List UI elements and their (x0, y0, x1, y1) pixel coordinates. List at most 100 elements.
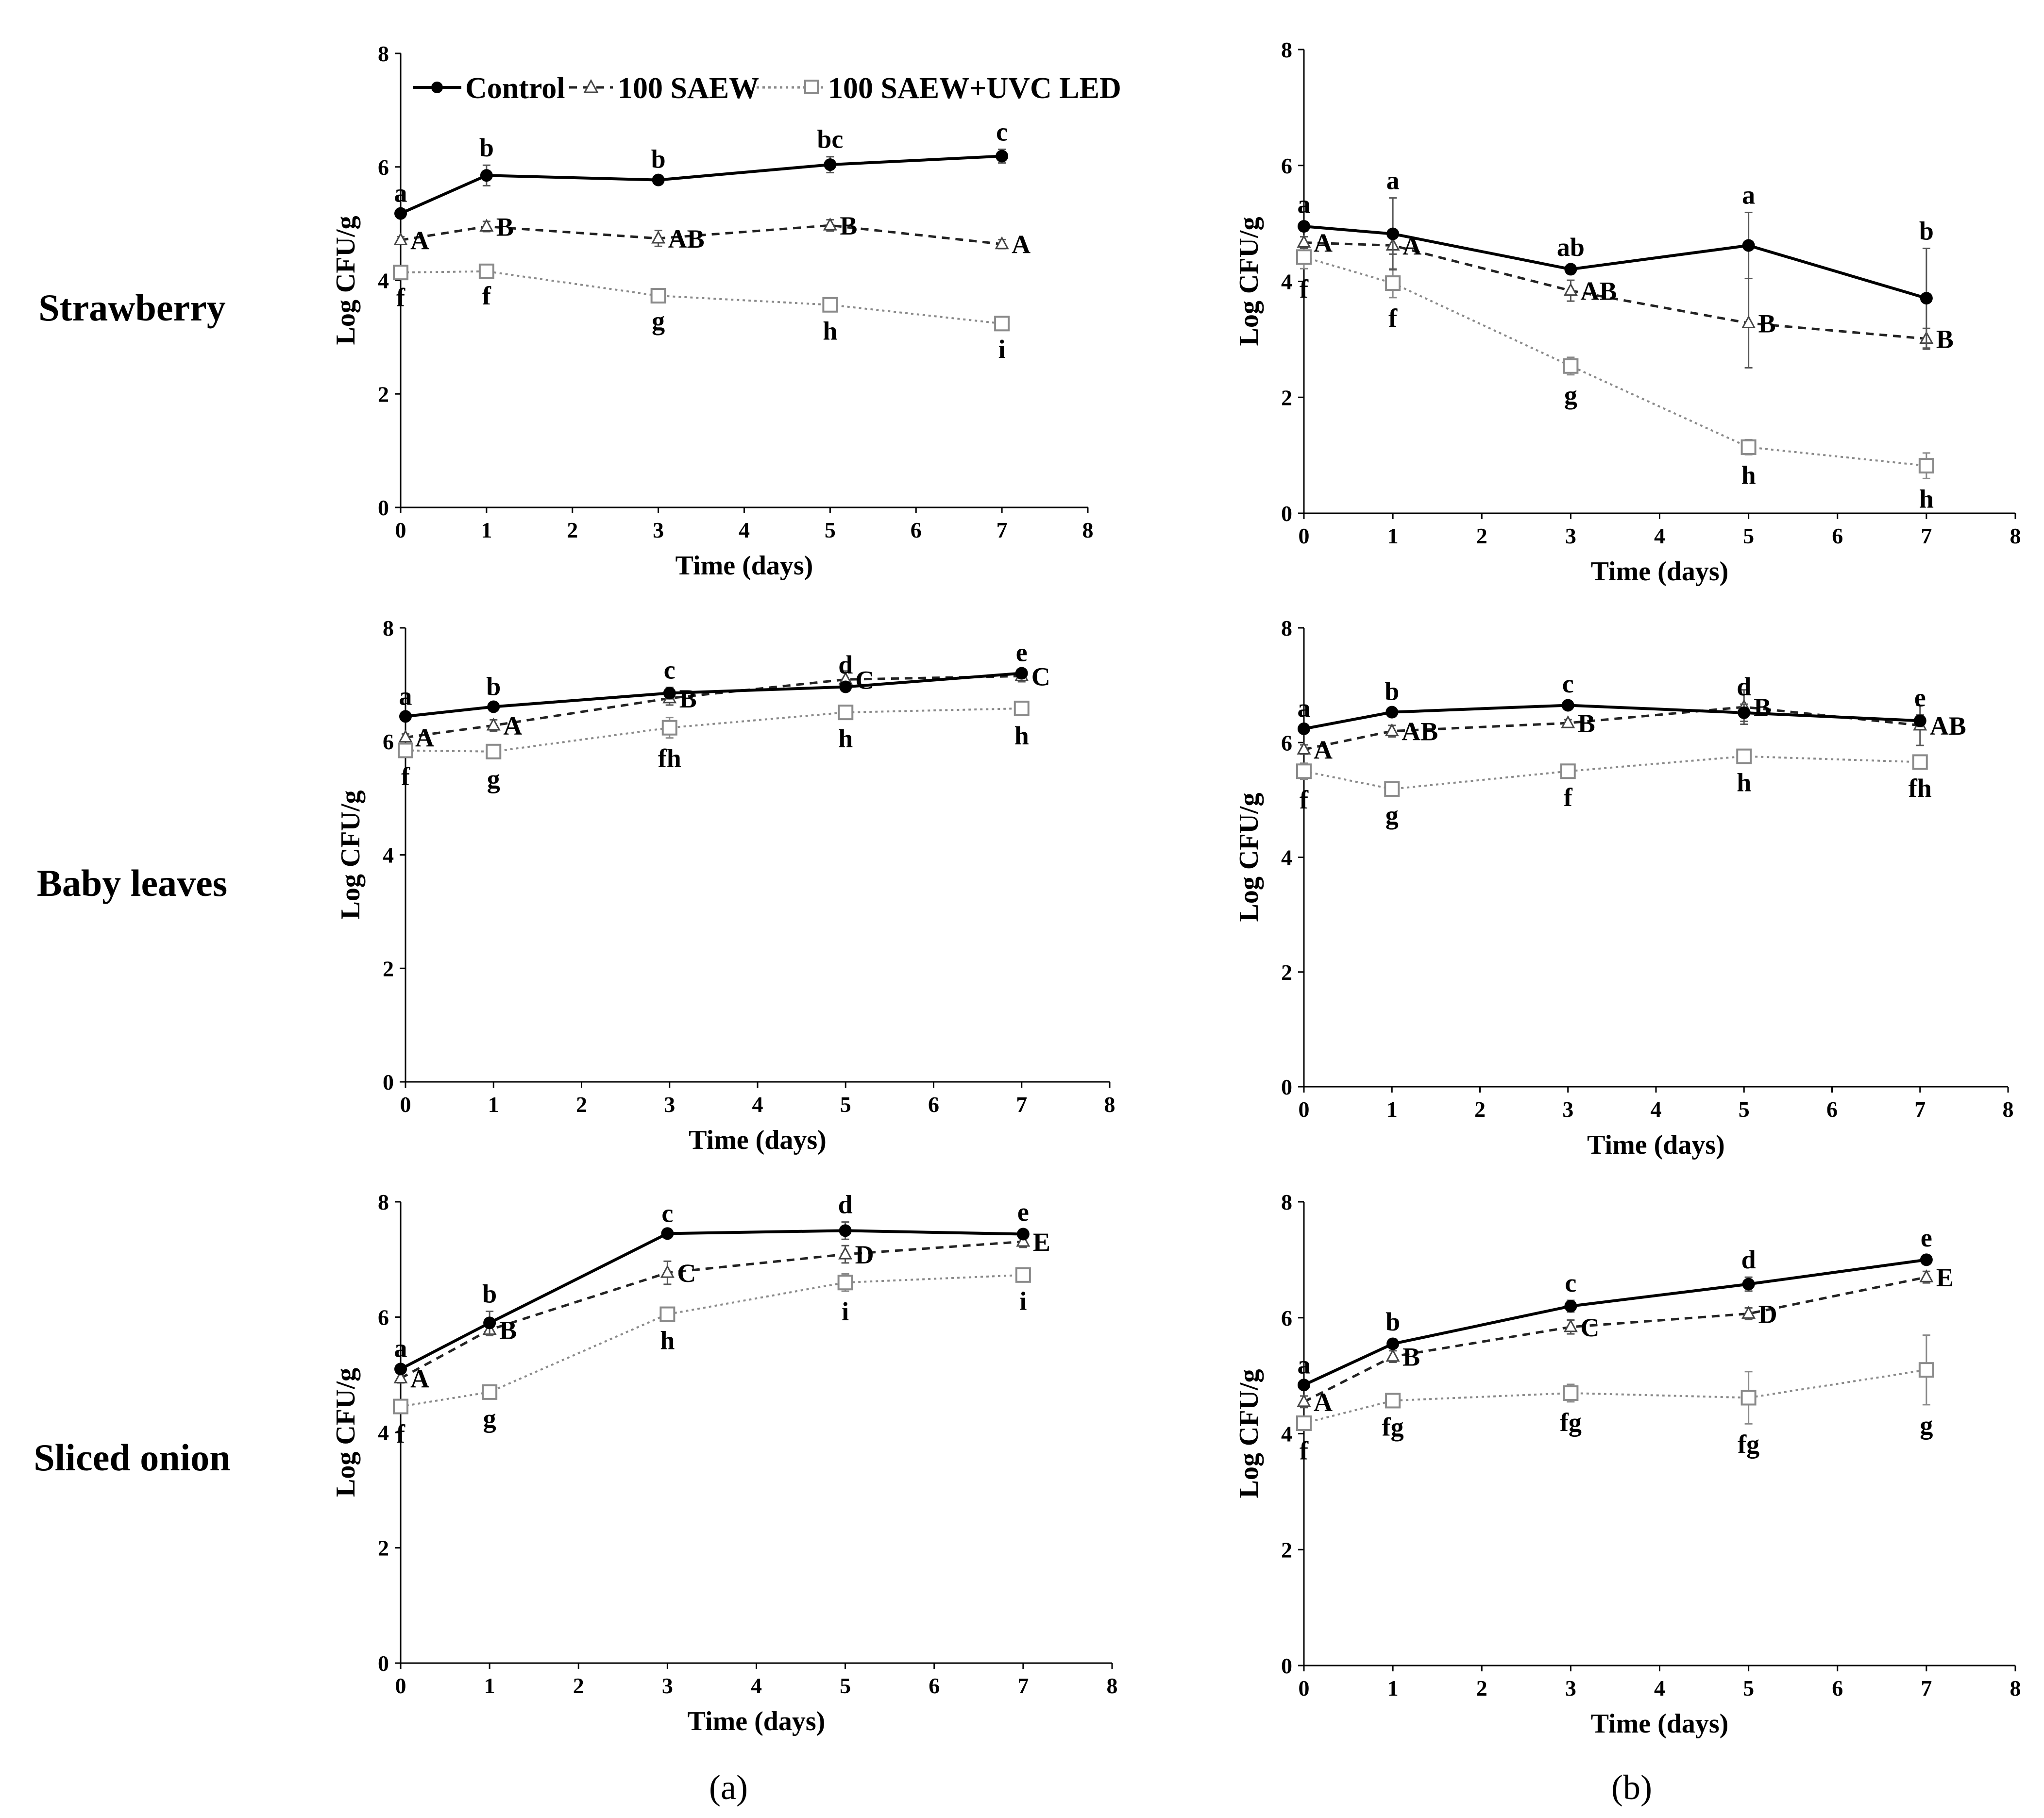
data-point-control (1298, 1379, 1310, 1392)
data-point-saew (486, 717, 501, 731)
significance-letter-saew: A (503, 711, 522, 741)
significance-letter-saew: A (1314, 229, 1333, 258)
series-line-saew (405, 674, 1022, 739)
significance-letter-control: b (486, 672, 501, 701)
y-tick-label: 8 (378, 41, 389, 66)
data-point-uvc (393, 1398, 408, 1414)
significance-letter-saew: B (496, 212, 514, 241)
data-point-saew (1297, 1394, 1311, 1407)
significance-letter-saew: E (1936, 1263, 1954, 1292)
significance-letter-saew: C (1031, 662, 1050, 691)
x-tick-label: 7 (1921, 523, 1932, 548)
significance-letter-saew: B (1754, 693, 1771, 722)
significance-letter-control: b (1385, 677, 1399, 706)
y-tick-label: 8 (378, 1190, 389, 1214)
y-tick-label: 0 (378, 495, 389, 520)
x-tick-label: 4 (1651, 1097, 1662, 1122)
row-label-baby-leaves: Baby leaves (37, 862, 227, 904)
data-point-control (1920, 1253, 1933, 1266)
data-point-control (1738, 706, 1751, 719)
x-tick-label: 4 (752, 1092, 763, 1117)
y-axis-title: Log CFU/g (1234, 1369, 1264, 1498)
y-axis-title: Log CFU/g (1234, 793, 1264, 922)
y-tick-label: 0 (1281, 501, 1292, 526)
data-point-saew (1385, 723, 1399, 737)
significance-letter-uvc: h (660, 1326, 675, 1355)
data-point-uvc (393, 265, 408, 281)
legend-marker-saew (583, 79, 599, 93)
x-tick-label: 6 (928, 1092, 939, 1117)
data-point-uvc (398, 742, 413, 758)
data-point-control (1564, 263, 1577, 276)
chart-a-sliced-onion: 0 1 2 3 4 5 6 7 8 0 2 4 6 8 Time (days) Log CFU/g a b c d e A… (331, 1190, 1118, 1736)
series-line-saew (1303, 1276, 1927, 1403)
significance-letter-uvc: fh (658, 744, 681, 773)
data-point-control (1298, 220, 1310, 233)
y-tick-label: 8 (1281, 616, 1292, 640)
x-tick-label: 3 (653, 518, 664, 542)
x-tick-label: 3 (1565, 523, 1576, 548)
x-tick-label: 4 (739, 518, 750, 542)
data-point-control (1386, 227, 1400, 240)
significance-letter-uvc: h (1737, 768, 1751, 797)
data-point-control (839, 1224, 852, 1237)
data-point-control (652, 173, 665, 186)
x-axis-title: Time (days) (676, 551, 813, 581)
significance-letter-control: b (1919, 216, 1934, 245)
data-point-control (1385, 706, 1399, 719)
significance-letter-uvc: f (401, 762, 410, 791)
significance-letter-control: e (1017, 1197, 1029, 1227)
x-tick-label: 3 (664, 1092, 675, 1117)
data-point-control (483, 1316, 496, 1330)
data-point-control (1742, 1278, 1755, 1291)
series-line-uvc (1303, 256, 1927, 467)
significance-letter-uvc: f (482, 281, 491, 310)
significance-letter-saew: C (855, 665, 874, 694)
data-point-uvc (1918, 458, 1934, 474)
significance-letter-uvc: h (1919, 484, 1934, 513)
x-axis-title: Time (days) (689, 1125, 827, 1155)
data-point-control (487, 700, 500, 713)
significance-letter-control: a (399, 681, 412, 710)
chart-a-baby-leaves: 0 1 2 3 4 5 6 7 8 0 2 4 6 8 Time (days) Log CFU/g a b c d e A… (336, 616, 1115, 1155)
data-point-uvc (1014, 700, 1030, 716)
y-tick-label: 0 (1281, 1075, 1292, 1099)
significance-letter-saew: E (1033, 1228, 1050, 1257)
data-point-uvc (1740, 439, 1757, 455)
data-point-saew (1563, 1319, 1578, 1332)
series-line-uvc (405, 707, 1022, 753)
data-point-saew (1563, 283, 1578, 296)
y-tick-label: 0 (383, 1070, 394, 1094)
significance-letter-uvc: f (396, 283, 405, 312)
y-tick-label: 0 (378, 1651, 389, 1676)
x-axis-title: Time (days) (688, 1706, 826, 1736)
significance-letter-control: b (482, 1279, 497, 1309)
significance-letter-uvc: g (1920, 1411, 1933, 1440)
significance-letter-saew: A (1402, 231, 1421, 260)
significance-letter-saew: B (1758, 309, 1776, 338)
significance-letter-control: bc (817, 125, 843, 154)
x-tick-label: 6 (929, 1673, 940, 1698)
data-point-saew (393, 1370, 408, 1383)
x-tick-label: 5 (840, 1092, 851, 1117)
x-tick-label: 2 (1476, 523, 1487, 548)
series-line-uvc (1303, 755, 1920, 790)
data-point-uvc (486, 743, 502, 759)
data-point-uvc (478, 263, 494, 279)
x-tick-label: 2 (1476, 1676, 1487, 1700)
x-tick-label: 5 (1743, 1676, 1754, 1700)
significance-letter-uvc: i (998, 335, 1006, 364)
data-point-control (1920, 292, 1933, 305)
significance-letter-saew: B (840, 211, 857, 240)
x-tick-label: 2 (576, 1092, 587, 1117)
data-point-control (1561, 699, 1574, 712)
x-tick-label: 0 (1299, 1097, 1310, 1122)
y-tick-label: 6 (1281, 730, 1292, 755)
significance-letter-control: d (1741, 1245, 1756, 1274)
y-tick-label: 6 (1281, 1306, 1292, 1330)
data-point-control (1913, 714, 1926, 727)
y-axis-title: Log CFU/g (336, 791, 366, 920)
significance-letter-saew: AB (1402, 717, 1438, 746)
data-point-uvc (1918, 1362, 1934, 1378)
data-point-saew (838, 1246, 853, 1260)
